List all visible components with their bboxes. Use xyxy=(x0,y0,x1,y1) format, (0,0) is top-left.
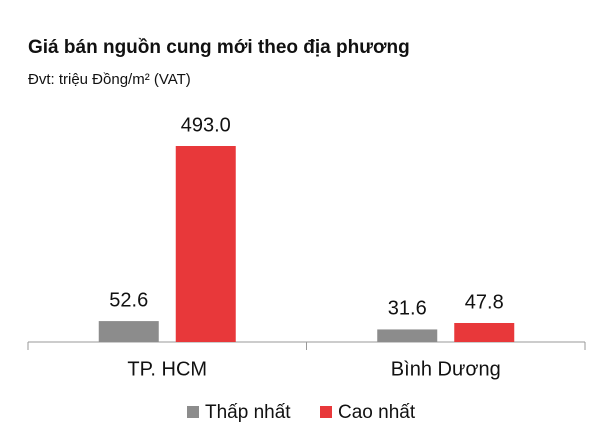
x-tick-label: Bình Dương xyxy=(391,358,501,380)
value-label: 31.6 xyxy=(388,298,427,320)
bar xyxy=(175,146,236,342)
legend-swatch xyxy=(187,406,199,418)
legend-label: Thấp nhất xyxy=(205,402,291,423)
legend-label: Cao nhất xyxy=(338,402,416,423)
bar xyxy=(454,322,515,342)
bar xyxy=(377,329,438,342)
value-label: 493.0 xyxy=(181,114,231,136)
chart-subtitle: Đvt: triệu Đồng/m² (VAT) xyxy=(28,71,191,88)
value-label: 52.6 xyxy=(109,289,148,311)
x-tick-label: TP. HCM xyxy=(127,358,207,380)
bar xyxy=(98,321,159,342)
legend-swatch xyxy=(320,406,332,418)
value-label: 47.8 xyxy=(465,291,504,313)
chart-title: Giá bán nguồn cung mới theo địa phương xyxy=(28,37,410,58)
